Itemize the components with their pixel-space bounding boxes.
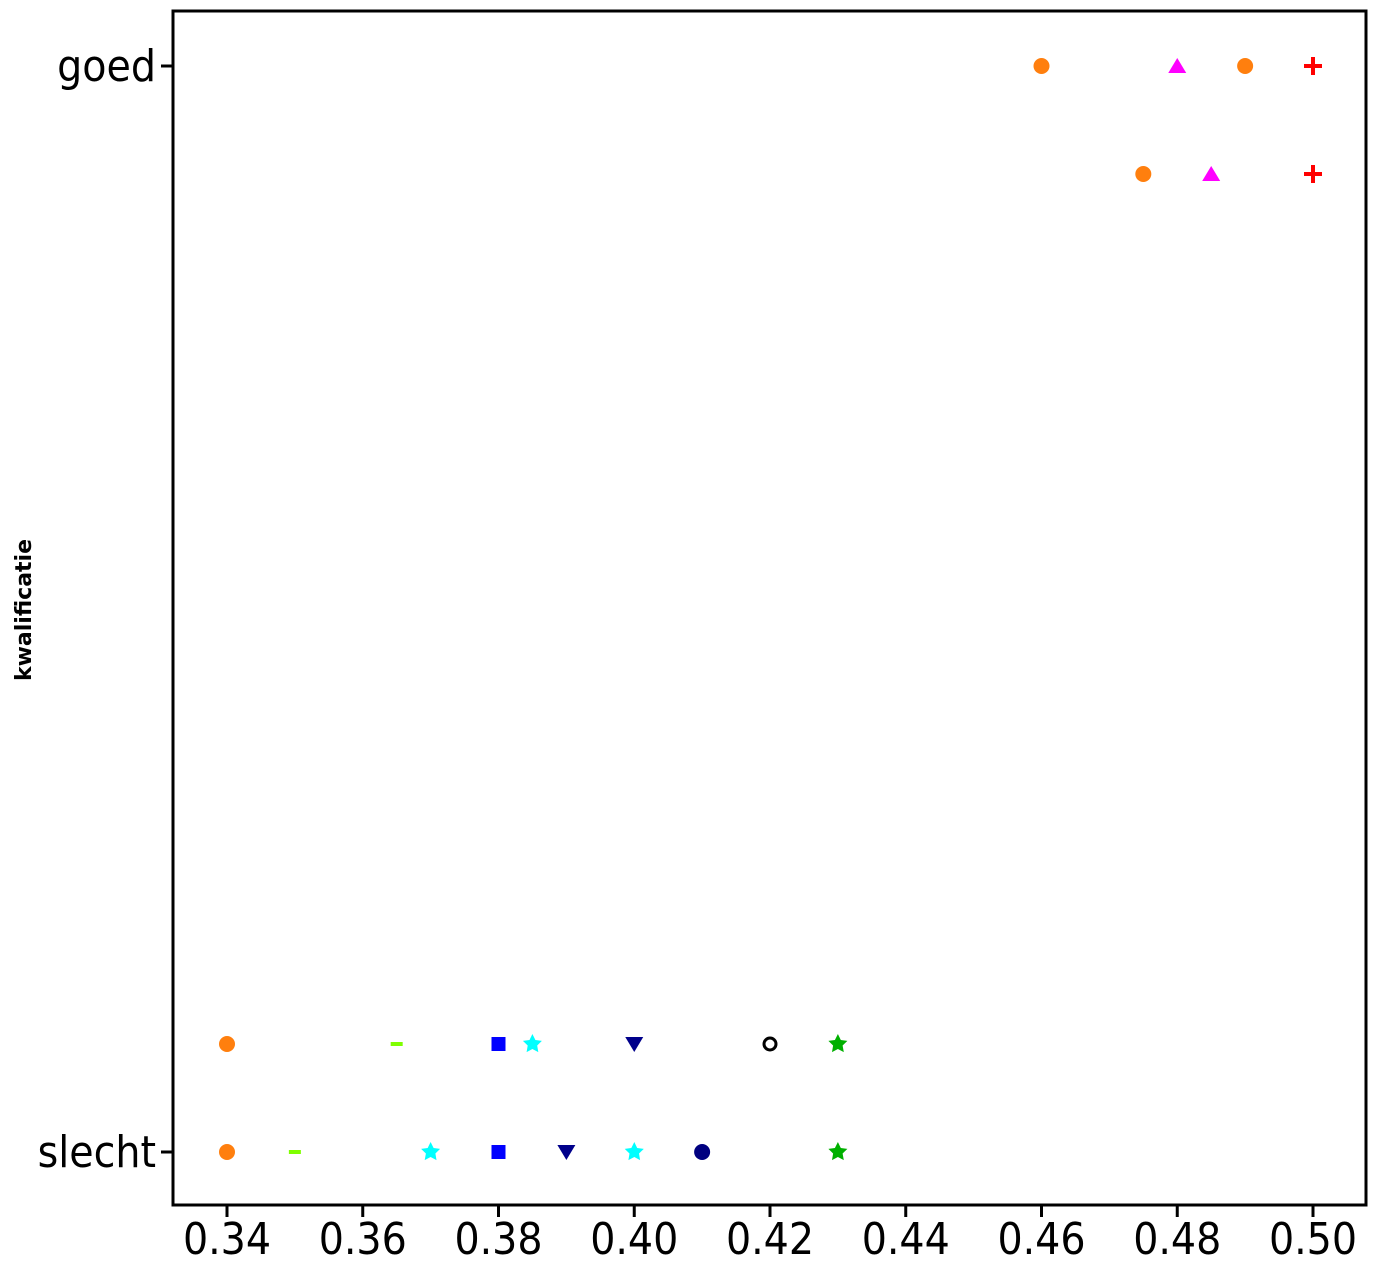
data-point (390, 1042, 403, 1046)
data-points (219, 57, 1322, 1161)
data-point (1168, 58, 1187, 73)
y-tick-label: slecht (38, 1127, 156, 1178)
y-axis: goed slecht (38, 41, 173, 1178)
data-point (624, 1142, 644, 1161)
x-tick-label: 0.34 (183, 1214, 271, 1263)
data-point (1304, 57, 1322, 75)
data-point (1304, 165, 1322, 183)
x-tick-label: 0.46 (997, 1214, 1085, 1263)
x-tick-label: 0.40 (590, 1214, 678, 1263)
data-point (1135, 166, 1152, 182)
data-point (557, 1145, 576, 1160)
x-tick-label: 0.50 (1269, 1214, 1357, 1263)
x-axis: 0.34 0.36 0.38 0.40 0.42 0.44 0.46 0.48 0.50 (183, 1205, 1357, 1263)
data-point (491, 1145, 506, 1159)
data-point (762, 1036, 778, 1052)
plot-frame (171, 9, 1368, 1207)
data-point (1237, 58, 1254, 74)
data-point (694, 1144, 711, 1160)
data-point (828, 1142, 848, 1161)
y-tick-label: goed (57, 41, 156, 92)
x-tick-label: 0.48 (1133, 1214, 1221, 1263)
data-point (491, 1037, 506, 1051)
x-tick-label: 0.36 (319, 1214, 407, 1263)
data-point (1033, 58, 1050, 74)
data-point (625, 1037, 644, 1052)
data-point (828, 1034, 848, 1053)
data-point (1202, 166, 1221, 181)
data-point (219, 1036, 235, 1052)
data-point (219, 1144, 235, 1160)
x-tick-label: 0.42 (726, 1214, 814, 1263)
x-tick-label: 0.44 (862, 1214, 950, 1263)
x-tick-label: 0.38 (454, 1214, 542, 1263)
data-point (288, 1150, 301, 1154)
data-point (421, 1142, 441, 1161)
data-point (522, 1034, 542, 1053)
y-axis-label: kwalificatie (12, 539, 37, 681)
